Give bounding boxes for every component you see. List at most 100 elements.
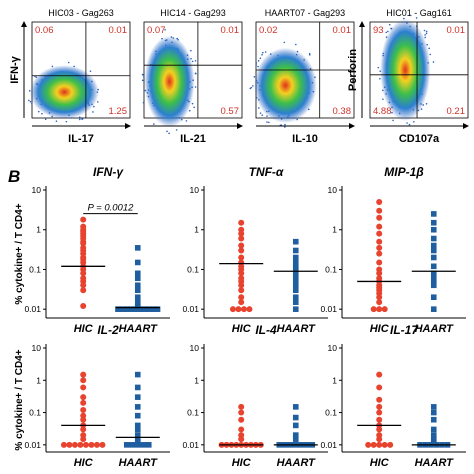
event-dot [249, 87, 252, 90]
event-dot [67, 61, 70, 64]
event-dot [193, 106, 195, 109]
data-point [292, 270, 299, 277]
data-point [292, 282, 299, 289]
data-point [134, 259, 141, 266]
data-point [376, 299, 383, 306]
data-point [430, 275, 437, 282]
data-point [292, 404, 299, 410]
data-point [376, 198, 383, 205]
data-point [99, 441, 106, 448]
data-point [430, 235, 437, 242]
y-tick-label: 10 [328, 343, 338, 353]
event-dot [141, 79, 144, 82]
quadrant-value: 0.07 [147, 25, 166, 36]
data-point [145, 306, 152, 312]
data-point [292, 294, 299, 301]
event-dot [92, 111, 94, 113]
event-dot [425, 102, 428, 105]
data-point [129, 442, 136, 448]
y-tick-label: 10 [190, 343, 200, 353]
dot-plot-title: IFN-γ [93, 165, 124, 179]
data-point [292, 436, 299, 442]
y-axis-label: % cytokine+ / T CD4+ [14, 203, 25, 304]
data-point [134, 294, 141, 301]
y-tick-label: 0.1 [187, 264, 199, 274]
event-dot [78, 118, 81, 121]
event-dot [283, 41, 286, 44]
data-point [140, 442, 147, 448]
event-dot [308, 54, 311, 56]
category-label: HIC [74, 323, 94, 335]
event-dot [385, 31, 388, 34]
data-point [123, 442, 130, 448]
event-dot [175, 129, 178, 131]
data-point [292, 422, 299, 429]
data-point [292, 306, 299, 312]
category-label: HAART [277, 323, 317, 335]
flow-x-label: CD107a [399, 133, 440, 145]
data-point [376, 223, 383, 230]
dot-plot-title: IL-4 [255, 323, 277, 337]
data-point [80, 394, 87, 401]
data-point [134, 287, 141, 294]
event-dot [141, 73, 144, 76]
y-tick-label: 0.1 [29, 264, 41, 274]
quadrant-value: 4.88 [373, 106, 392, 117]
event-dot [194, 72, 197, 75]
category-label: HIC [232, 323, 252, 335]
data-point [430, 247, 437, 254]
data-point [134, 245, 141, 251]
category-label: HIC [370, 457, 390, 469]
event-dot [194, 86, 197, 88]
data-point [292, 259, 299, 266]
event-dot [429, 53, 431, 56]
data-point [134, 404, 141, 410]
data-point [238, 247, 245, 254]
data-point [376, 238, 383, 245]
data-point [292, 432, 299, 438]
data-point [134, 412, 141, 419]
data-point [292, 266, 299, 273]
data-point [80, 426, 87, 433]
y-tick-label: 0.1 [29, 408, 41, 418]
flow-panel-title: HIC01 - Gag161 [386, 8, 452, 18]
y-tick-label: 0.01 [24, 304, 41, 314]
data-point [60, 441, 67, 448]
flow-y-label: Perforin [347, 49, 359, 91]
event-dot [191, 102, 194, 105]
data-point [80, 399, 87, 406]
event-dot [266, 121, 268, 123]
event-dot [164, 29, 166, 31]
category-label: HAART [119, 457, 159, 469]
event-dot [191, 60, 194, 63]
data-point [430, 219, 437, 226]
data-point [134, 426, 141, 433]
data-point [238, 294, 245, 301]
event-dot [255, 64, 257, 66]
data-point [134, 422, 141, 429]
event-dot [259, 112, 262, 114]
data-point [238, 242, 245, 249]
flow-panel: HIC14 - Gag293 0.07 0.01 0.57 IL-21 [141, 8, 243, 145]
data-point [292, 254, 299, 261]
data-point [80, 282, 87, 289]
event-dot [415, 17, 418, 19]
data-point [430, 416, 437, 423]
data-point [128, 306, 134, 312]
event-dot [252, 85, 254, 87]
density-cloud [254, 47, 317, 123]
event-dot [143, 76, 145, 78]
event-dot [89, 70, 92, 72]
data-point [238, 219, 245, 226]
data-point [134, 384, 141, 391]
data-point [229, 306, 236, 313]
data-point [430, 242, 437, 249]
data-point [80, 416, 87, 423]
event-dot [153, 123, 155, 125]
data-point [292, 263, 299, 270]
event-dot [253, 76, 256, 78]
data-point [292, 299, 299, 305]
data-point [82, 441, 89, 448]
data-point [238, 416, 245, 423]
